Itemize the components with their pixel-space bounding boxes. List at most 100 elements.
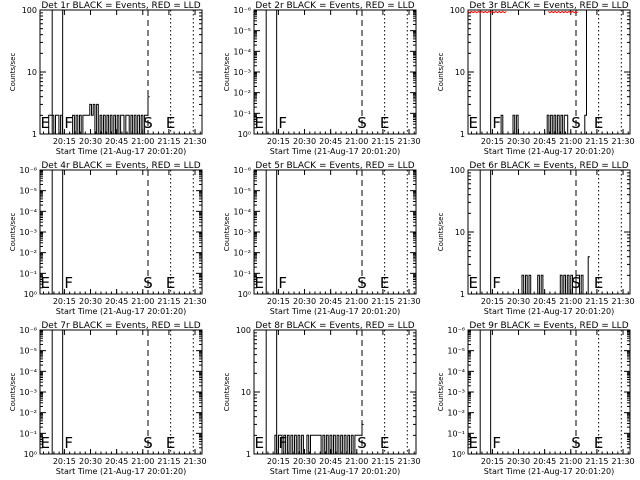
phase-marker-label: F xyxy=(278,114,287,132)
y-tick-label: 10⁻² xyxy=(447,409,465,418)
phase-marker-label: S xyxy=(571,114,581,132)
x-axis-title: Start Time (21-Aug-17 20:01:20) xyxy=(270,467,401,476)
y-tick-label: 10⁻⁴ xyxy=(233,47,251,56)
panel-title: Det 2r BLACK = Events, RED = LLD xyxy=(255,1,414,11)
x-tick-label: 20:30 xyxy=(293,137,316,146)
y-tick-label: 10⁰ xyxy=(238,290,251,299)
y-tick-label: 10⁻¹ xyxy=(447,429,465,438)
x-tick-label: 21:00 xyxy=(131,137,154,146)
panel-title: Det 4r BLACK = Events, RED = LLD xyxy=(41,161,200,171)
phase-marker-label: F xyxy=(64,274,73,292)
y-tick-label: 10⁻⁴ xyxy=(233,207,251,216)
x-tick-label: 20:15 xyxy=(53,457,76,466)
y-tick-label: 10⁻² xyxy=(19,249,37,258)
x-tick-label: 21:30 xyxy=(184,137,207,146)
x-tick-label: 20:15 xyxy=(267,297,290,306)
y-tick-label: 10⁰ xyxy=(24,450,37,459)
phase-marker-label: E xyxy=(469,114,478,132)
x-axis-title: Start Time (21-Aug-17 20:01:20) xyxy=(56,307,187,316)
lld-series-line xyxy=(547,10,578,14)
y-tick-label: 10⁻⁵ xyxy=(233,187,251,196)
x-axis-title: Start Time (21-Aug-17 20:01:20) xyxy=(484,307,615,316)
x-tick-label: 20:45 xyxy=(533,457,556,466)
x-tick-label: 21:00 xyxy=(559,457,582,466)
y-tick-label: 10 xyxy=(455,228,465,237)
x-tick-label: 21:00 xyxy=(131,457,154,466)
y-tick-label: 10⁻² xyxy=(233,89,251,98)
phase-marker-label: S xyxy=(357,434,367,452)
x-tick-label: 20:45 xyxy=(319,137,342,146)
y-tick-label: 10⁻⁶ xyxy=(233,6,251,15)
x-tick-label: 20:30 xyxy=(79,137,102,146)
y-tick-label: 10⁻⁵ xyxy=(233,27,251,36)
x-axis-title: Start Time (21-Aug-17 20:01:20) xyxy=(270,147,401,156)
y-tick-label: 10⁻¹ xyxy=(19,429,37,438)
phase-marker-label: E xyxy=(594,434,603,452)
x-tick-label: 20:15 xyxy=(53,297,76,306)
y-tick-label: 10⁻⁶ xyxy=(19,166,37,175)
x-tick-label: 21:00 xyxy=(345,297,368,306)
phase-marker-label: S xyxy=(357,274,367,292)
phase-marker-label: S xyxy=(143,434,153,452)
x-tick-label: 20:30 xyxy=(507,457,530,466)
phase-marker-label: S xyxy=(571,434,581,452)
y-tick-label: 10⁻⁵ xyxy=(19,347,37,356)
panel-title: Det 6r BLACK = Events, RED = LLD xyxy=(469,161,628,171)
y-tick-label: 10⁻¹ xyxy=(233,269,251,278)
y-axis-title: Counts/sec xyxy=(9,373,17,412)
panel-title: Det 9r BLACK = Events, RED = LLD xyxy=(469,321,628,331)
x-tick-label: 21:15 xyxy=(157,137,180,146)
phase-marker-label: E xyxy=(166,274,175,292)
y-tick-label: 10⁻³ xyxy=(447,388,465,397)
phase-marker-label: E xyxy=(41,434,50,452)
y-tick-label: 10⁻¹ xyxy=(19,269,37,278)
phase-marker-label: E xyxy=(469,274,478,292)
y-tick-label: 10⁻⁴ xyxy=(447,367,465,376)
x-tick-label: 21:00 xyxy=(559,297,582,306)
phase-marker-label: E xyxy=(380,434,389,452)
x-tick-label: 20:30 xyxy=(507,137,530,146)
x-tick-label: 20:15 xyxy=(53,137,76,146)
y-tick-label: 10⁻⁵ xyxy=(447,347,465,356)
phase-marker-label: E xyxy=(41,274,50,292)
y-tick-label: 10⁻² xyxy=(233,249,251,258)
x-tick-label: 20:45 xyxy=(105,457,128,466)
y-tick-label: 1 xyxy=(32,130,37,139)
phase-marker-label: E xyxy=(255,114,264,132)
phase-marker-label: S xyxy=(143,114,153,132)
x-tick-label: 21:30 xyxy=(398,297,421,306)
y-tick-label: 1 xyxy=(246,450,251,459)
y-tick-label: 10 xyxy=(455,68,465,77)
y-tick-label: 10⁻⁶ xyxy=(19,326,37,335)
panel-title: Det 1r BLACK = Events, RED = LLD xyxy=(41,1,200,11)
x-tick-label: 21:15 xyxy=(585,457,608,466)
events-series-line xyxy=(499,9,589,135)
y-axis-title: Counts/sec xyxy=(9,53,17,92)
y-axis-title: Counts/sec xyxy=(223,53,231,92)
x-tick-label: 21:30 xyxy=(398,137,421,146)
phase-marker-label: F xyxy=(278,434,287,452)
y-axis-title: Counts/sec xyxy=(437,213,445,252)
x-tick-label: 21:15 xyxy=(371,137,394,146)
phase-marker-label: F xyxy=(492,434,501,452)
x-tick-label: 20:45 xyxy=(319,297,342,306)
phase-marker-label: E xyxy=(594,114,603,132)
x-tick-label: 21:15 xyxy=(157,457,180,466)
y-tick-label: 10⁻⁶ xyxy=(233,166,251,175)
phase-marker-label: E xyxy=(594,274,603,292)
x-tick-label: 21:30 xyxy=(184,457,207,466)
x-axis-title: Start Time (21-Aug-17 20:01:20) xyxy=(56,147,187,156)
x-tick-label: 20:15 xyxy=(481,457,504,466)
x-tick-label: 21:15 xyxy=(585,137,608,146)
y-axis-title: Counts/sec xyxy=(223,213,231,252)
x-tick-label: 20:15 xyxy=(481,297,504,306)
x-tick-label: 20:45 xyxy=(105,137,128,146)
y-tick-label: 100 xyxy=(22,6,37,15)
y-tick-label: 10⁻⁶ xyxy=(447,326,465,335)
x-tick-label: 21:30 xyxy=(398,457,421,466)
